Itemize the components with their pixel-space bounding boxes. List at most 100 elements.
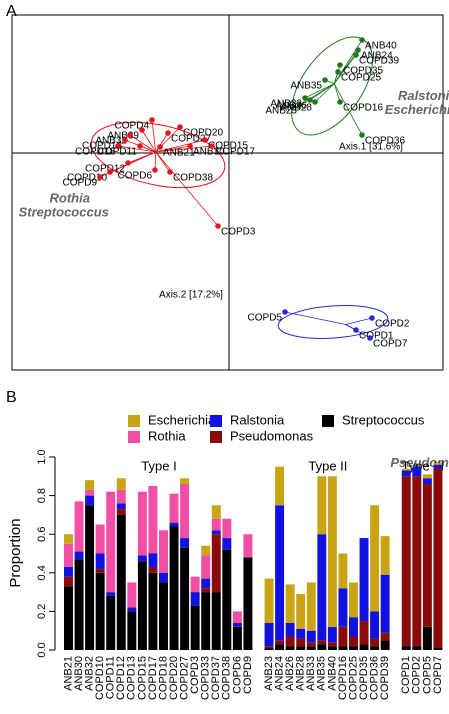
bar-segment [370, 646, 380, 650]
genus-label: Rothia [49, 190, 89, 205]
x-tick-label: COPD11 [105, 656, 117, 699]
bar-segment [296, 594, 306, 629]
x-tick-label: COPD36 [369, 656, 381, 700]
bar-segment [190, 576, 200, 593]
x-tick-label: ANB35 [316, 656, 328, 691]
bar-segment [285, 584, 295, 623]
genus-label: Escherichia [385, 102, 449, 117]
point-label: COPD7 [373, 339, 408, 350]
legend-swatch [210, 431, 222, 443]
y-tick-label: 0.4 [36, 565, 48, 580]
x-tick-label: COPD13 [126, 656, 138, 700]
spoke [333, 83, 341, 103]
bar-segment [190, 605, 200, 650]
bar-segment [317, 534, 327, 641]
point-label: COPD3 [221, 227, 256, 238]
bar-segment [201, 588, 211, 593]
point [302, 95, 308, 101]
bar-segment [106, 595, 116, 650]
bar-segment [243, 534, 253, 558]
point [367, 335, 373, 341]
spoke [299, 83, 335, 106]
x-tick-label: ANB24 [274, 656, 286, 691]
point [297, 102, 303, 108]
point [335, 69, 341, 75]
bar-segment [201, 545, 211, 556]
x-tick-label: COPD2 [411, 656, 423, 694]
bar-segment [306, 582, 316, 631]
bar-segment [433, 648, 443, 650]
bar-segment [338, 646, 348, 650]
bar-segment [95, 568, 105, 573]
point [165, 130, 171, 136]
point-label: COPD9 [63, 178, 98, 189]
bar-segment [222, 538, 232, 550]
point [177, 124, 183, 130]
bar-segment [422, 478, 432, 485]
bar-segment [338, 588, 348, 627]
x-tick-label: ANB33 [305, 656, 317, 691]
legend-label: Pseudomonas [230, 428, 314, 443]
bar-segment [370, 611, 380, 639]
point-label: COPD27 [171, 134, 211, 145]
bar-segment [243, 557, 253, 650]
point [139, 127, 145, 133]
bar-segment [211, 592, 221, 650]
bar-segment [137, 555, 147, 562]
bar-segment [137, 561, 147, 650]
x-tick-label: COPD10 [94, 656, 106, 700]
point [115, 143, 121, 149]
bar-segment [275, 644, 285, 650]
bar-segment [296, 646, 306, 650]
genus-label: Streptococcus [19, 204, 109, 219]
point [202, 137, 208, 143]
bar-segment [401, 476, 411, 647]
point [282, 309, 288, 315]
point [353, 327, 359, 333]
bar-segment [327, 476, 337, 627]
bar-segment [85, 480, 95, 490]
bar-segment [211, 518, 221, 531]
point [337, 99, 343, 105]
bar-segment [201, 592, 211, 650]
axis-label: Axis.2 [17.2%] [159, 290, 223, 301]
bar-segment [180, 547, 190, 650]
bar-segment [264, 622, 274, 647]
point-label: COPD18 [75, 147, 115, 158]
y-tick-label: 0.0 [36, 642, 48, 657]
bar-segment [116, 489, 126, 504]
ellipse [277, 305, 389, 339]
point [337, 62, 343, 68]
x-tick-label: COPD16 [337, 656, 349, 700]
bar-segment [148, 553, 158, 568]
bar-segment [338, 553, 348, 589]
x-tick-label: ANB23 [263, 656, 275, 691]
bar-segment [85, 495, 95, 506]
bar-segment [359, 538, 369, 622]
bar-segment [95, 553, 105, 569]
spoke [154, 151, 157, 171]
bar-segment [412, 646, 422, 650]
bar-segment [159, 572, 168, 583]
point [359, 132, 365, 138]
x-tick-label: COPD5 [421, 656, 433, 694]
bar-segment [349, 636, 358, 647]
group-label: Type II [308, 458, 347, 473]
bar-segment [116, 478, 126, 490]
x-tick-label: COPD9 [242, 656, 254, 694]
bar-segment [95, 572, 105, 650]
bar-segment [380, 632, 390, 641]
bar-segment [148, 572, 158, 650]
point [137, 143, 143, 149]
x-tick-label: COPD20 [168, 656, 180, 700]
bar-segment [349, 646, 358, 650]
bar-segment [74, 501, 84, 552]
bar-segment [370, 505, 380, 612]
bar-segment [275, 505, 285, 641]
bar-segment [401, 646, 411, 650]
bar-segment [422, 474, 432, 479]
legend-label: Ralstonia [230, 412, 285, 427]
point [322, 77, 328, 83]
bar-segment [106, 592, 116, 596]
